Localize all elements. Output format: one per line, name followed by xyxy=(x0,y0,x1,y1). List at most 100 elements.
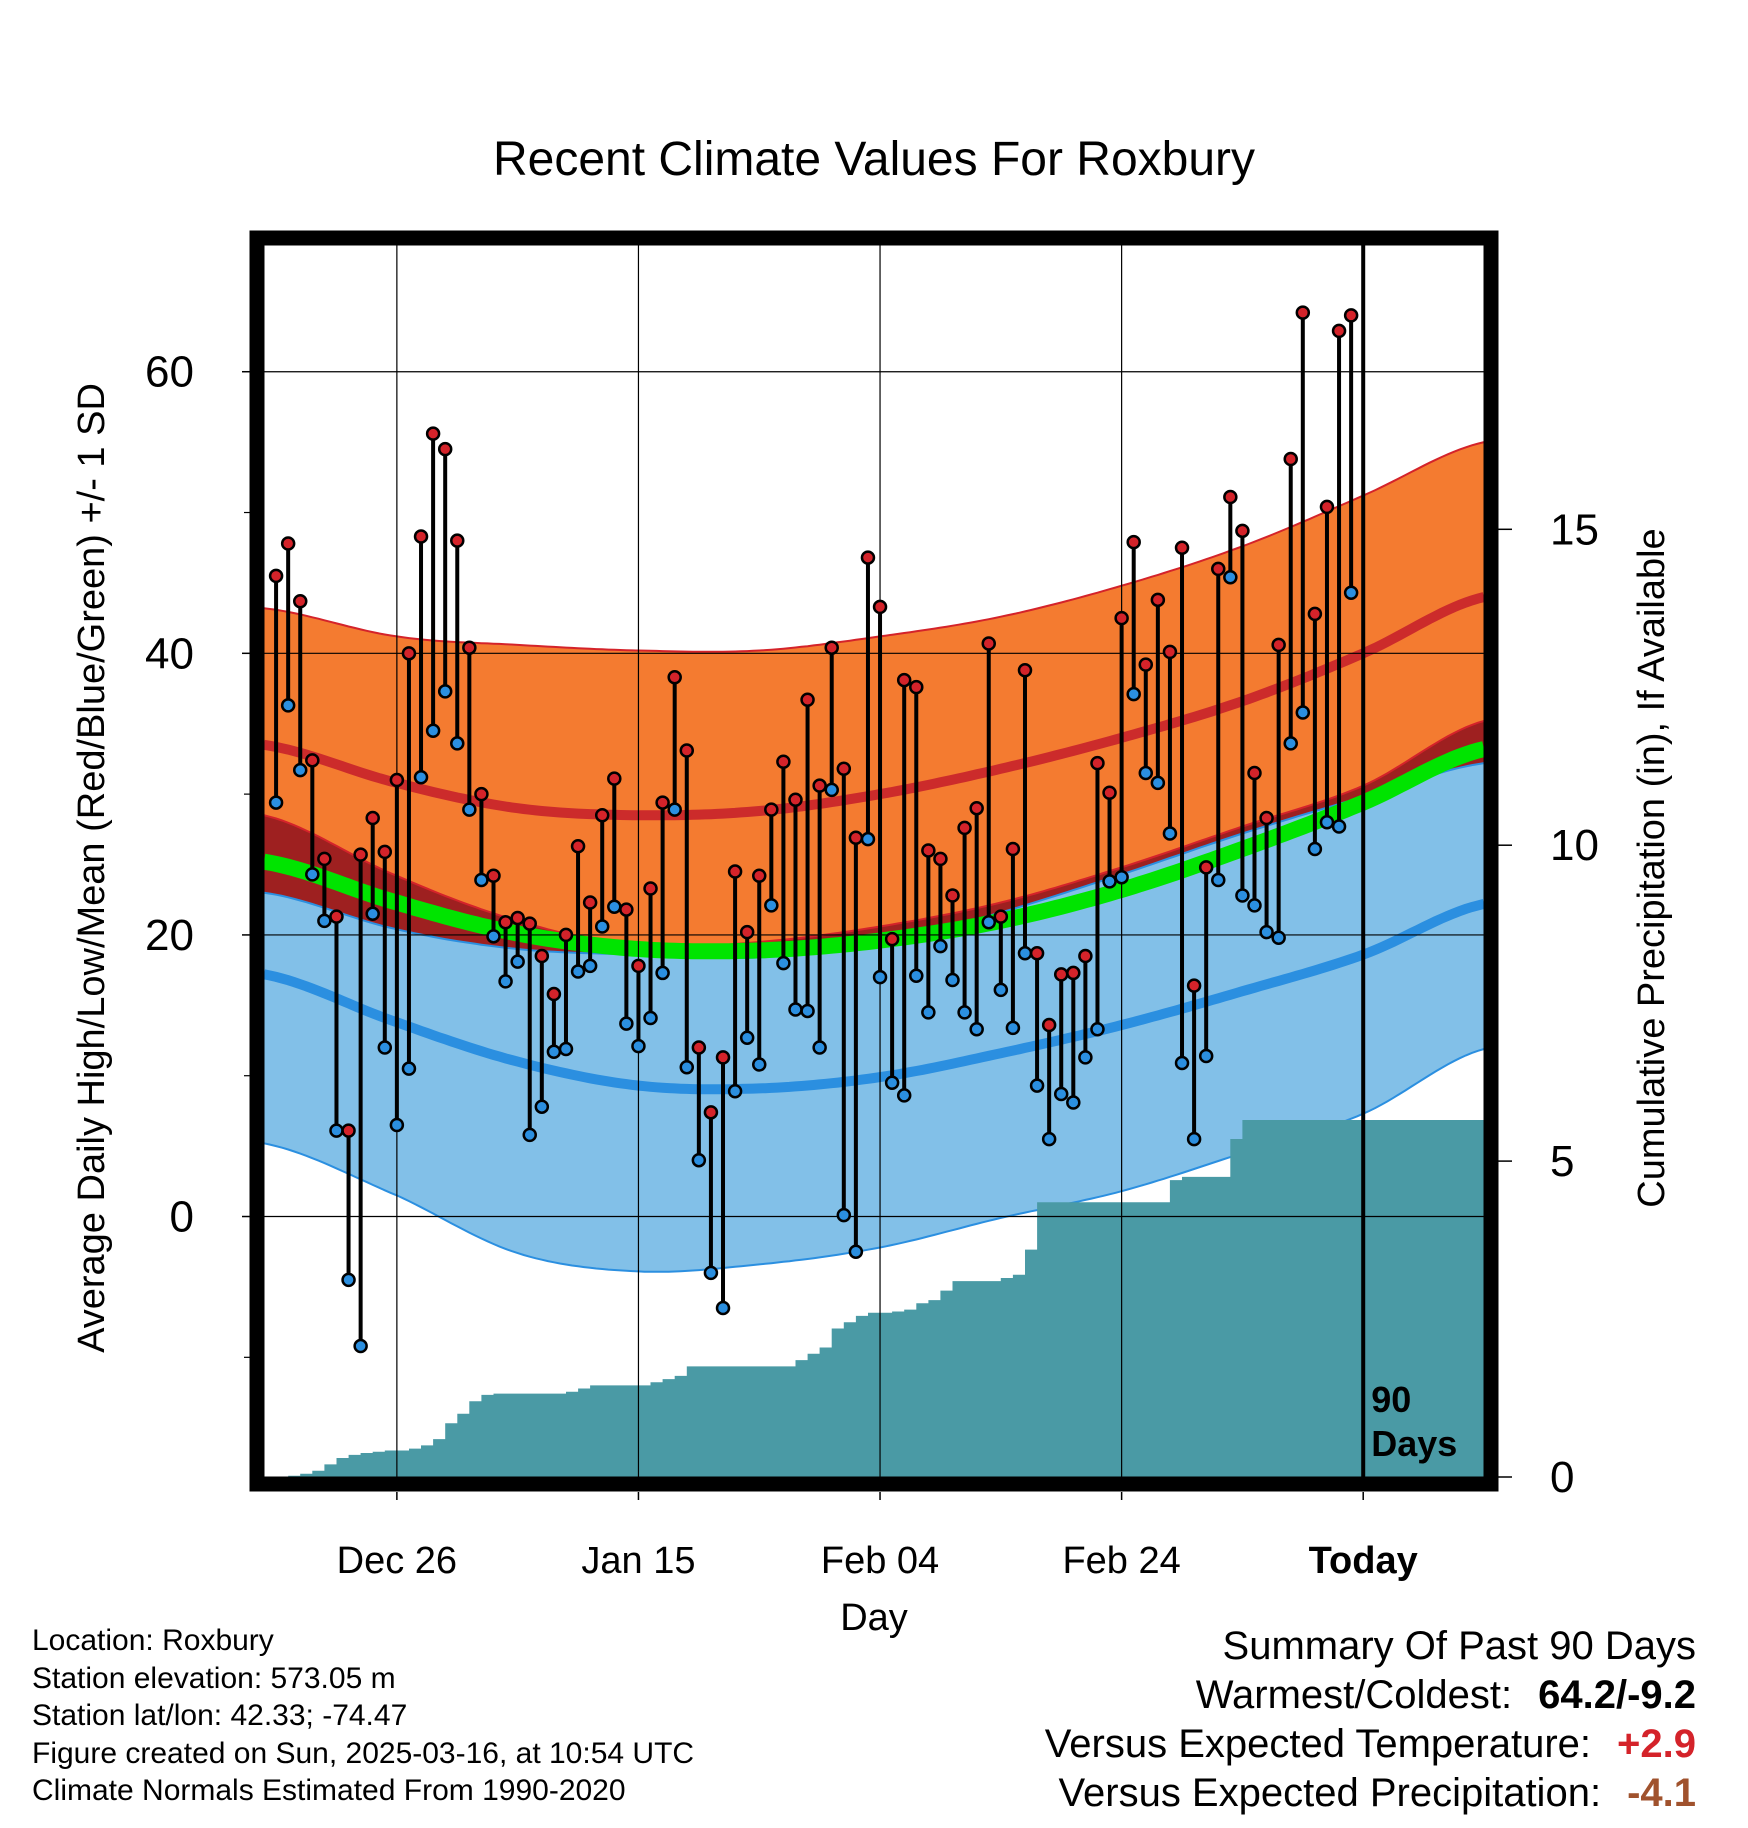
low-point xyxy=(1211,872,1226,888)
high-point xyxy=(534,948,550,964)
high-point xyxy=(812,778,827,793)
high-point xyxy=(1186,978,1202,993)
chart-title: Recent Climate Values For Roxbury xyxy=(493,133,1255,186)
high-point xyxy=(643,881,658,896)
high-point xyxy=(510,910,525,926)
normals-text: Climate Normals Estimated From 1990-2020 xyxy=(32,1774,626,1807)
high-point xyxy=(1198,860,1214,875)
x-tick-label: Feb 24 xyxy=(1062,1540,1180,1582)
high-point xyxy=(703,1105,719,1120)
low-point xyxy=(534,1099,550,1114)
low-point xyxy=(800,1003,815,1019)
low-point xyxy=(957,1005,972,1020)
high-point xyxy=(365,810,380,826)
high-sd-lower-line xyxy=(263,719,1485,949)
summary-temp-row: Versus Expected Temperature: +2.9 xyxy=(1045,1720,1696,1769)
high-point xyxy=(679,743,695,758)
high-point xyxy=(1102,785,1117,800)
high-point xyxy=(305,753,320,768)
high-point xyxy=(341,1123,356,1138)
low-point xyxy=(329,1123,344,1138)
low-point xyxy=(1343,585,1359,601)
low-point xyxy=(498,974,513,989)
low-point xyxy=(715,1300,731,1316)
high-point xyxy=(462,640,477,655)
high-point xyxy=(522,916,537,931)
warmest-value: 64.2/-9.2 xyxy=(1538,1673,1696,1717)
low-point xyxy=(619,1016,634,1031)
high-point xyxy=(1259,810,1274,826)
high-point xyxy=(594,807,610,823)
high-point xyxy=(1223,489,1238,505)
high-point xyxy=(727,864,743,879)
high-point xyxy=(401,646,417,661)
summary-warmest-row: Warmest/Coldest: 64.2/-9.2 xyxy=(1045,1671,1696,1720)
low-point xyxy=(703,1265,719,1281)
high-point xyxy=(1162,644,1178,660)
precip-anomaly-label: Versus Expected Precipitation: xyxy=(1058,1771,1602,1815)
latlon-text: Station lat/lon: 42.33; -74.47 xyxy=(32,1699,408,1732)
high-point xyxy=(1150,592,1166,608)
low-point xyxy=(1017,945,1033,961)
high-point xyxy=(377,844,393,860)
low-point xyxy=(582,958,598,974)
low-point xyxy=(812,1040,827,1055)
high-point xyxy=(981,636,997,651)
high-point xyxy=(884,931,900,947)
low-point xyxy=(945,972,960,988)
high-point xyxy=(1078,948,1093,964)
high-point xyxy=(558,927,574,943)
y-tick-label-left: 40 xyxy=(145,629,194,678)
high-point xyxy=(546,986,562,1002)
low-point xyxy=(1259,924,1274,940)
high-point xyxy=(1174,540,1190,555)
high-point xyxy=(993,909,1009,924)
low-point xyxy=(643,1010,658,1026)
high-point xyxy=(1090,755,1105,771)
high-point xyxy=(1138,657,1154,672)
low-point xyxy=(1102,874,1117,889)
location-text: Location: Roxbury xyxy=(32,1624,274,1657)
low-point xyxy=(1053,1086,1069,1102)
low-point xyxy=(1041,1131,1057,1147)
low-point xyxy=(727,1083,743,1099)
warmest-label: Warmest/Coldest: xyxy=(1195,1673,1513,1717)
elevation-text: Station elevation: 573.05 m xyxy=(32,1661,396,1695)
low-point xyxy=(1331,819,1347,834)
low-point xyxy=(679,1060,695,1075)
low-point xyxy=(365,906,380,922)
high-point xyxy=(582,895,598,910)
high-point xyxy=(1126,534,1141,550)
summary-panel: Summary Of Past 90 Days Warmest/Coldest:… xyxy=(1045,1622,1696,1818)
low-point xyxy=(522,1127,537,1143)
high-point xyxy=(389,772,405,788)
high-point xyxy=(860,550,876,565)
high-point xyxy=(486,868,501,884)
high-point xyxy=(848,830,864,846)
low-point xyxy=(933,938,948,954)
high-point xyxy=(1247,765,1262,781)
low-point xyxy=(1186,1131,1202,1147)
low-point xyxy=(425,723,441,739)
temp-anomaly-label: Versus Expected Temperature: xyxy=(1044,1722,1592,1766)
low-point xyxy=(413,769,429,785)
high-point xyxy=(933,851,948,867)
low-point xyxy=(921,1005,936,1020)
low-point xyxy=(824,782,839,798)
high-point xyxy=(824,640,839,655)
low-point xyxy=(389,1117,405,1133)
high-point xyxy=(1319,499,1335,515)
low-point xyxy=(691,1152,707,1168)
high-point xyxy=(1029,945,1045,961)
low-point xyxy=(462,802,477,817)
low-point xyxy=(1114,869,1129,885)
high-point xyxy=(570,838,586,854)
y-tick-label-left: 60 xyxy=(145,348,194,397)
high-point xyxy=(607,771,622,786)
low-point xyxy=(788,1002,803,1017)
low-point xyxy=(776,955,791,971)
high-point xyxy=(1271,637,1286,653)
low-point xyxy=(305,867,320,882)
today-marker-label: 90 xyxy=(1371,1379,1411,1420)
